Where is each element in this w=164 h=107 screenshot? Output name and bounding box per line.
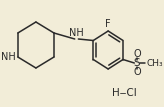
Text: O: O: [133, 49, 141, 59]
Text: NH: NH: [1, 52, 16, 62]
Text: H‒Cl: H‒Cl: [112, 88, 137, 98]
Text: F: F: [105, 19, 111, 29]
Text: O: O: [133, 67, 141, 77]
Text: CH₃: CH₃: [146, 59, 163, 68]
Text: S: S: [134, 58, 140, 68]
Text: NH: NH: [69, 28, 84, 38]
